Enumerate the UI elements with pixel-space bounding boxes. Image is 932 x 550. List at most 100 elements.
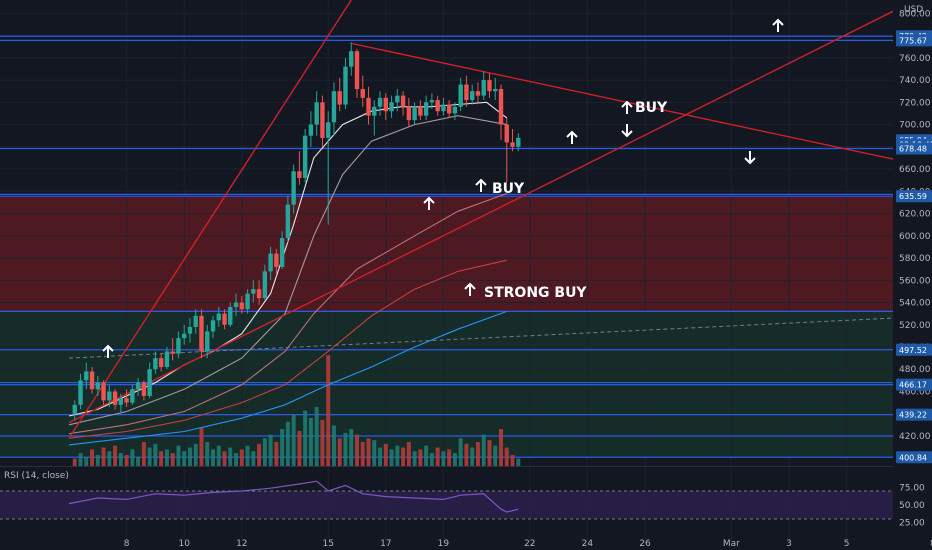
candle-body <box>72 404 77 414</box>
volume-bar <box>320 419 325 466</box>
volume-bar <box>170 453 175 466</box>
moving-average-ma2 <box>68 115 507 426</box>
candle-body <box>395 95 400 103</box>
candle-body <box>262 271 268 299</box>
price-label-box <box>896 378 932 391</box>
trendline-0 <box>68 0 352 439</box>
candle-body <box>435 100 440 112</box>
candle-body <box>135 382 141 390</box>
buy-signal-mid: BUY <box>492 181 525 197</box>
volume-bar <box>326 355 331 466</box>
candle-body <box>130 389 135 403</box>
candle-body <box>279 238 285 267</box>
volume-bar <box>234 453 239 466</box>
candle-body <box>112 391 118 405</box>
pane-divider <box>0 466 893 467</box>
volume-bar <box>401 447 406 466</box>
time-axis[interactable]: 8 10 12 15 17 19 22 24 26 Mar 3 5 8 <box>124 539 932 549</box>
volume-bar <box>510 454 515 466</box>
volume-bar <box>481 434 486 466</box>
volume-bar <box>84 456 89 466</box>
candle-body <box>349 51 354 67</box>
price-label-text: 439.22 <box>899 411 927 420</box>
volume-bar <box>107 451 112 466</box>
volume-bar <box>412 451 417 466</box>
volume-bar <box>366 438 371 466</box>
arrow-down-icon-head <box>621 130 633 138</box>
rsi-pane: RSI (14, close) <box>0 466 893 520</box>
time-tick-label: 17 <box>380 539 391 549</box>
candle-body <box>354 51 360 89</box>
candle-body <box>153 358 158 370</box>
price-tick-label: 540.00 <box>899 299 931 309</box>
candle-body <box>389 102 394 112</box>
arrow-down-icon <box>744 151 756 165</box>
volume-bar <box>274 442 279 466</box>
volume-bar <box>164 449 169 466</box>
moving-average-ma4 <box>68 259 507 439</box>
price-tick-label: 760.00 <box>899 54 931 64</box>
candle-body <box>446 104 452 114</box>
volume-bar <box>355 434 359 466</box>
rsi-tick-label: 75.00 <box>899 484 925 494</box>
volume-bar <box>383 443 388 466</box>
volume-bar <box>360 442 365 466</box>
candle-body <box>216 313 221 321</box>
volume-bar <box>205 442 210 466</box>
rsi-line <box>68 480 519 513</box>
volume-bar <box>199 427 204 466</box>
volume-bar <box>285 421 290 466</box>
candle-body <box>441 104 446 112</box>
volume-bar <box>314 406 319 466</box>
arrow-up-icon-head <box>102 344 114 352</box>
candle-body <box>205 331 210 352</box>
price-label-text: 635.59 <box>899 192 927 201</box>
volume-bar <box>268 434 273 466</box>
volume-bar <box>493 445 498 466</box>
volume-bar <box>297 430 302 466</box>
volume-bar <box>331 425 336 466</box>
candle-body <box>516 137 521 147</box>
volume-bar <box>228 447 233 466</box>
price-tick-label: 600.00 <box>899 232 931 242</box>
price-label-text: 678.48 <box>899 144 927 153</box>
candle-body <box>297 171 302 178</box>
price-tick-label: 720.00 <box>899 98 931 108</box>
price-label-box <box>896 408 932 421</box>
arrow-up-icon <box>621 100 633 114</box>
arrow-up-icon-head <box>621 100 633 108</box>
volume-bar <box>291 414 296 466</box>
candle-body <box>320 102 325 138</box>
candle-body <box>222 313 227 325</box>
volume-bar <box>487 440 492 466</box>
trendline-1 <box>351 42 932 169</box>
volume-bar <box>458 438 463 466</box>
volume-bar <box>441 451 446 466</box>
price-label-text: 400.84 <box>899 453 927 462</box>
candle-body <box>504 124 509 143</box>
volume-bar <box>475 442 480 466</box>
price-tick-label: 660.00 <box>899 165 931 175</box>
candle-body <box>337 91 342 105</box>
volume-bar <box>159 451 164 466</box>
volume-bar <box>239 449 244 466</box>
candle-body <box>233 302 239 307</box>
volume-bar <box>245 445 250 466</box>
price-labels-layer: 779.42775.67685.9402:18:45678.48635.5949… <box>896 30 932 464</box>
price-tick-label: 520.00 <box>899 321 931 331</box>
moving-average-ma5 <box>68 310 507 446</box>
volume-bar <box>187 447 192 466</box>
candle-body <box>487 80 492 92</box>
time-tick-label: 10 <box>178 539 190 549</box>
price-axis[interactable]: USD 420.00440.00460.00480.00500.00520.00… <box>893 0 932 550</box>
candle-body <box>302 135 308 178</box>
price-label-box <box>896 343 932 356</box>
price-tick-label: 480.00 <box>899 365 931 375</box>
volume-bar <box>251 451 256 466</box>
candle-body <box>493 88 498 92</box>
volume-bar <box>389 449 394 466</box>
volume-bar <box>395 445 400 466</box>
volume-bar <box>90 449 95 466</box>
candle-body <box>228 306 233 325</box>
